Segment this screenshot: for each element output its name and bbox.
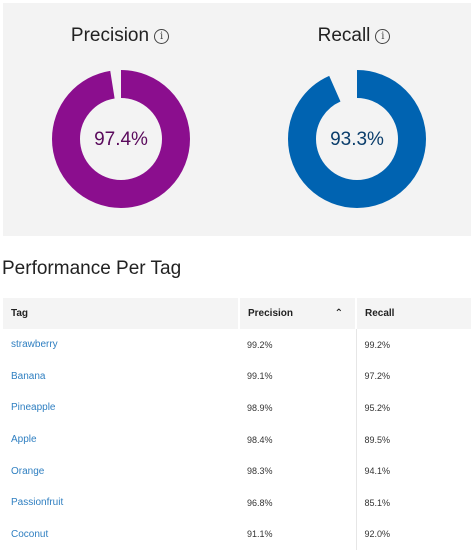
- column-header-tag[interactable]: Tag: [3, 298, 240, 329]
- table-row: Pineapple 98.9% 95.2%: [3, 392, 471, 424]
- precision-donut: 97.4%: [51, 69, 191, 209]
- precision-title: Precision: [70, 25, 150, 46]
- tag-cell: Apple: [3, 424, 239, 456]
- recall-donut: 93.3%: [287, 69, 427, 209]
- recall-cell: 95.2%: [355, 392, 471, 424]
- table-row: Apple 98.4% 89.5%: [3, 423, 471, 456]
- recall-cell: 92.0%: [355, 518, 471, 551]
- column-header-precision[interactable]: Precision ⌃: [239, 298, 357, 329]
- tag-link[interactable]: strawberry: [11, 339, 58, 351]
- precision-ring: [52, 70, 190, 208]
- tag-link[interactable]: Orange: [11, 465, 45, 477]
- recall-cell: 89.5%: [355, 423, 471, 456]
- recall-ring: [288, 70, 426, 208]
- tag-link[interactable]: Banana: [11, 370, 46, 382]
- section-title: Performance Per Tag: [2, 258, 182, 279]
- tag-link[interactable]: Passionfruit: [11, 497, 64, 509]
- precision-cell: 99.1%: [247, 371, 273, 382]
- table-row: strawberry 99.2% 99.2%: [3, 329, 471, 361]
- tag-link[interactable]: Coconut: [11, 528, 49, 540]
- tag-link[interactable]: Apple: [11, 434, 37, 446]
- tag-cell: Coconut: [3, 519, 239, 551]
- precision-cell: 99.2%: [247, 339, 273, 350]
- recall-title: Recall: [317, 25, 371, 46]
- precision-donut-chart: [52, 70, 190, 208]
- recall-cell: 99.2%: [355, 329, 471, 361]
- metrics-summary-panel: Precision i 97.4% Recall i 93.3%: [3, 3, 471, 236]
- precision-metric: Precision i 97.4%: [3, 3, 237, 236]
- recall-cell: 97.2%: [355, 360, 471, 393]
- table-header-row: Tag Precision ⌃ Recall: [3, 298, 471, 329]
- tag-cell: Orange: [3, 455, 239, 487]
- precision-cell: 98.9%: [247, 402, 273, 413]
- precision-cell: 91.1%: [247, 529, 273, 540]
- precision-cell: 96.8%: [247, 497, 273, 508]
- tag-cell: Passionfruit: [3, 487, 239, 519]
- chevron-up-icon[interactable]: ⌃: [334, 308, 343, 319]
- table-row: Passionfruit 96.8% 85.1%: [3, 486, 471, 519]
- precision-cell: 98.4%: [247, 434, 273, 445]
- column-header-precision-label: Precision: [248, 308, 294, 319]
- recall-value: 93.3%: [330, 129, 384, 150]
- table-row: Orange 98.3% 94.1%: [3, 455, 471, 487]
- tag-cell: Pineapple: [3, 392, 239, 424]
- precision-cell: 98.3%: [247, 466, 273, 477]
- recall-metric: Recall i 93.3%: [237, 3, 471, 236]
- tag-cell: Banana: [3, 361, 239, 393]
- table-row: Coconut 91.1% 92.0%: [3, 518, 471, 551]
- tag-link[interactable]: Pineapple: [11, 402, 56, 414]
- recall-cell: 94.1%: [355, 455, 471, 487]
- info-icon[interactable]: i: [154, 28, 170, 44]
- performance-table: Tag Precision ⌃ Recall strawberry 99.2% 99…: [3, 298, 471, 551]
- table-row: Banana 99.1% 97.2%: [3, 360, 471, 393]
- info-icon[interactable]: i: [375, 28, 391, 44]
- column-header-recall[interactable]: Recall: [356, 298, 471, 329]
- recall-cell: 85.1%: [355, 486, 471, 519]
- recall-donut-chart: [288, 70, 426, 208]
- precision-value: 97.4%: [94, 129, 148, 150]
- tag-cell: strawberry: [3, 329, 239, 361]
